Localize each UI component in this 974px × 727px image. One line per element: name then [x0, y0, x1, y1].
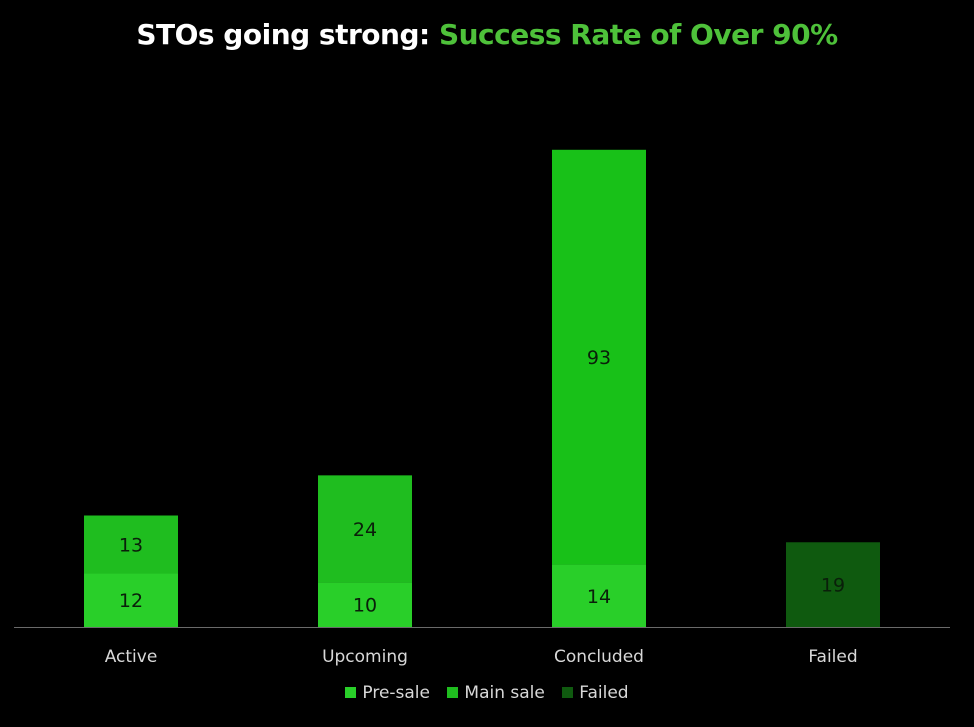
legend-swatch-main-sale: [447, 687, 459, 698]
legend-item-main-sale: Main sale: [447, 683, 545, 703]
x-tick-label-concluded: Concluded: [554, 647, 644, 667]
legend-swatch-pre-sale: [345, 687, 357, 698]
x-tick-label-active: Active: [105, 647, 158, 667]
chart-title: STOs going strong: Success Rate of Over …: [0, 18, 974, 51]
legend-label-main-sale: Main sale: [464, 683, 545, 703]
data-label-failed-failed: 19: [821, 575, 845, 597]
legend-item-failed: Failed: [562, 683, 629, 703]
chart-legend: Pre-sale Main sale Failed: [0, 683, 974, 703]
data-label-upcoming-pre-sale: 10: [353, 595, 377, 617]
legend-label-pre-sale: Pre-sale: [362, 683, 430, 703]
bar-active-pre-sale: [84, 573, 178, 627]
bar-upcoming-main-sale: [318, 475, 412, 583]
bar-active-main-sale: [84, 515, 178, 574]
data-label-upcoming-main-sale: 24: [353, 519, 377, 541]
legend-label-failed: Failed: [579, 683, 629, 703]
bar-concluded-pre-sale: [552, 564, 646, 627]
data-label-active-main-sale: 13: [119, 534, 143, 556]
data-label-concluded-pre-sale: 14: [587, 586, 611, 608]
bar-upcoming-pre-sale: [318, 582, 412, 627]
legend-item-pre-sale: Pre-sale: [345, 683, 430, 703]
chart-title-accent: Success Rate of Over 90%: [438, 18, 838, 51]
data-label-concluded-main-sale: 93: [587, 347, 611, 369]
bar-concluded-main-sale: [552, 149, 646, 565]
x-tick-label-upcoming: Upcoming: [322, 647, 408, 667]
legend-swatch-failed: [562, 687, 574, 698]
bar-failed-failed: [786, 542, 880, 627]
chart-title-main: STOs going strong:: [136, 18, 439, 51]
x-tick-label-failed: Failed: [808, 647, 857, 667]
data-label-active-pre-sale: 12: [119, 590, 143, 612]
